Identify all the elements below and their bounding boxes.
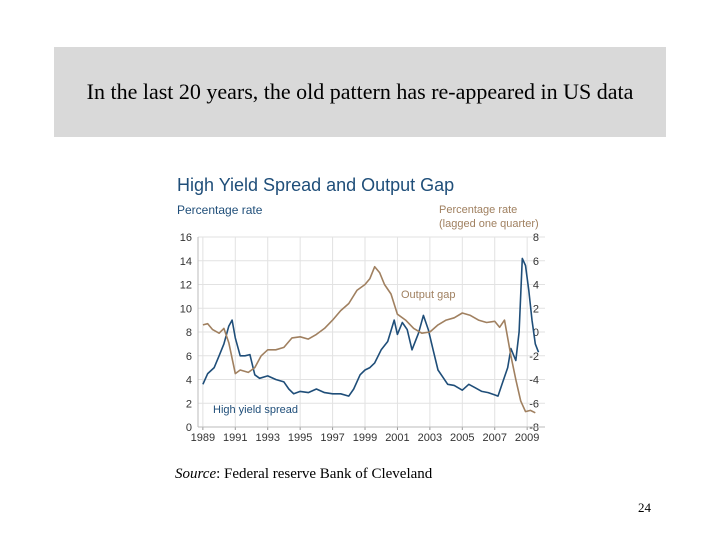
x-tick-label: 2001 <box>385 432 409 444</box>
chart-svg: High Yield Spread and Output Gap Percent… <box>177 175 545 444</box>
x-tick-label: 2003 <box>418 432 442 444</box>
y-tick-label-right: -2 <box>529 351 539 363</box>
y-tick-label-right: 2 <box>533 303 539 315</box>
series-label-high-yield: High yield spread <box>213 404 298 416</box>
y-tick-label-right: 4 <box>533 280 539 292</box>
x-tick-label: 1997 <box>320 432 344 444</box>
chart-container: High Yield Spread and Output Gap Percent… <box>165 165 553 445</box>
x-tick-label: 1993 <box>255 432 279 444</box>
y-tick-label-left: 6 <box>186 351 192 363</box>
y-tick-label-left: 10 <box>180 303 192 315</box>
y-tick-label-left: 14 <box>180 256 192 268</box>
chart-axes: 0 -8 2 -6 4 -4 6 -2 8 0 10 2 12 4 14 6 16 8 1989 1991 1993 19… <box>180 232 545 444</box>
series-line-high-yield <box>202 257 540 397</box>
left-axis-label: Percentage rate <box>177 203 263 217</box>
y-tick-label-left: 0 <box>186 422 192 434</box>
y-tick-label-right: -6 <box>529 398 539 410</box>
page-number: 24 <box>638 500 651 515</box>
source-label: Source <box>175 466 217 482</box>
x-tick-label: 1991 <box>223 432 247 444</box>
slide-title-band: In the last 20 years, the old pattern ha… <box>54 47 666 137</box>
x-tick-label: 2007 <box>482 432 506 444</box>
y-tick-label-left: 16 <box>180 232 192 244</box>
x-tick-label: 2009 <box>515 432 539 444</box>
x-tick-label: 2005 <box>450 432 474 444</box>
source-text: : Federal reserve Bank of Cleveland <box>216 466 433 482</box>
x-tick-label: 1995 <box>288 432 312 444</box>
y-tick-label-left: 2 <box>186 398 192 410</box>
y-tick-label-right: 6 <box>533 256 539 268</box>
right-axis-label: Percentage rate (lagged one quarter) <box>439 204 539 230</box>
source-citation: Source: Federal reserve Bank of Clevelan… <box>175 466 432 483</box>
x-tick-label: 1999 <box>353 432 377 444</box>
chart-grid <box>198 236 545 428</box>
y-tick-label-right: -4 <box>529 375 539 387</box>
slide-heading: In the last 20 years, the old pattern ha… <box>86 79 634 104</box>
y-tick-label-left: 4 <box>186 375 192 387</box>
series-label-output-gap: Output gap <box>401 289 455 301</box>
chart-title: High Yield Spread and Output Gap <box>177 175 454 195</box>
y-tick-label-right: 0 <box>533 327 539 339</box>
right-axis-label-line: Percentage rate <box>439 204 517 216</box>
series-line-output-gap <box>202 265 536 414</box>
y-tick-label-right: 8 <box>533 232 539 244</box>
y-tick-label-left: 8 <box>186 327 192 339</box>
y-tick-label-right: -8 <box>529 422 539 434</box>
right-axis-label-line: (lagged one quarter) <box>439 218 539 230</box>
chart-series <box>202 257 540 414</box>
x-tick-label: 1989 <box>191 432 215 444</box>
y-tick-label-left: 12 <box>180 280 192 292</box>
